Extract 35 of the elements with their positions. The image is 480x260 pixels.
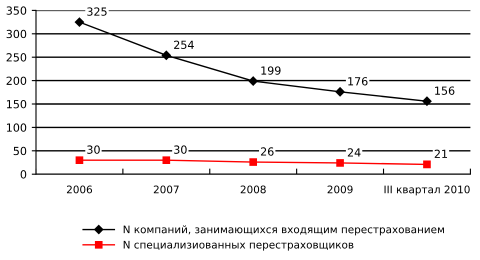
y-tick-label: 200 (6, 76, 26, 85)
data-label: 156 (435, 86, 454, 95)
point (76, 156, 84, 164)
point (422, 96, 432, 106)
legend-label: N компаний, занимающихся входящим перестрахованием (124, 225, 444, 236)
data-label: 30 (87, 145, 100, 154)
y-tick-label: 100 (6, 123, 26, 132)
point (423, 160, 431, 168)
point (249, 158, 258, 166)
y-tick-label: 300 (6, 30, 26, 38)
x-tick-label: 2009 (328, 185, 353, 194)
y-tick-label: 150 (6, 100, 26, 108)
data-label: 26 (260, 147, 274, 156)
x-tick-label: 2007 (154, 185, 179, 194)
point (248, 76, 258, 86)
x-tick-label: 2006 (66, 185, 92, 194)
data-label: 30 (174, 145, 187, 154)
legend-label: N специализиованных перестраховщиков (124, 240, 354, 251)
point (162, 50, 171, 60)
x-tick-label: 2008 (240, 185, 266, 194)
data-label: 325 (87, 7, 107, 16)
point (335, 87, 345, 96)
x-tick-label: III квартал 2010 (384, 185, 470, 196)
point (162, 156, 170, 164)
data-label: 254 (174, 40, 194, 50)
data-label: 176 (348, 77, 368, 86)
y-tick-label: 350 (6, 6, 26, 15)
y-tick-label: 0 (20, 170, 26, 179)
data-label: 21 (434, 150, 448, 158)
data-label: 24 (348, 148, 361, 156)
y-tick-label: 250 (6, 53, 26, 62)
y-tick-label: 50 (14, 146, 26, 156)
point (336, 159, 344, 167)
point (74, 17, 84, 27)
data-label: 199 (261, 66, 281, 75)
